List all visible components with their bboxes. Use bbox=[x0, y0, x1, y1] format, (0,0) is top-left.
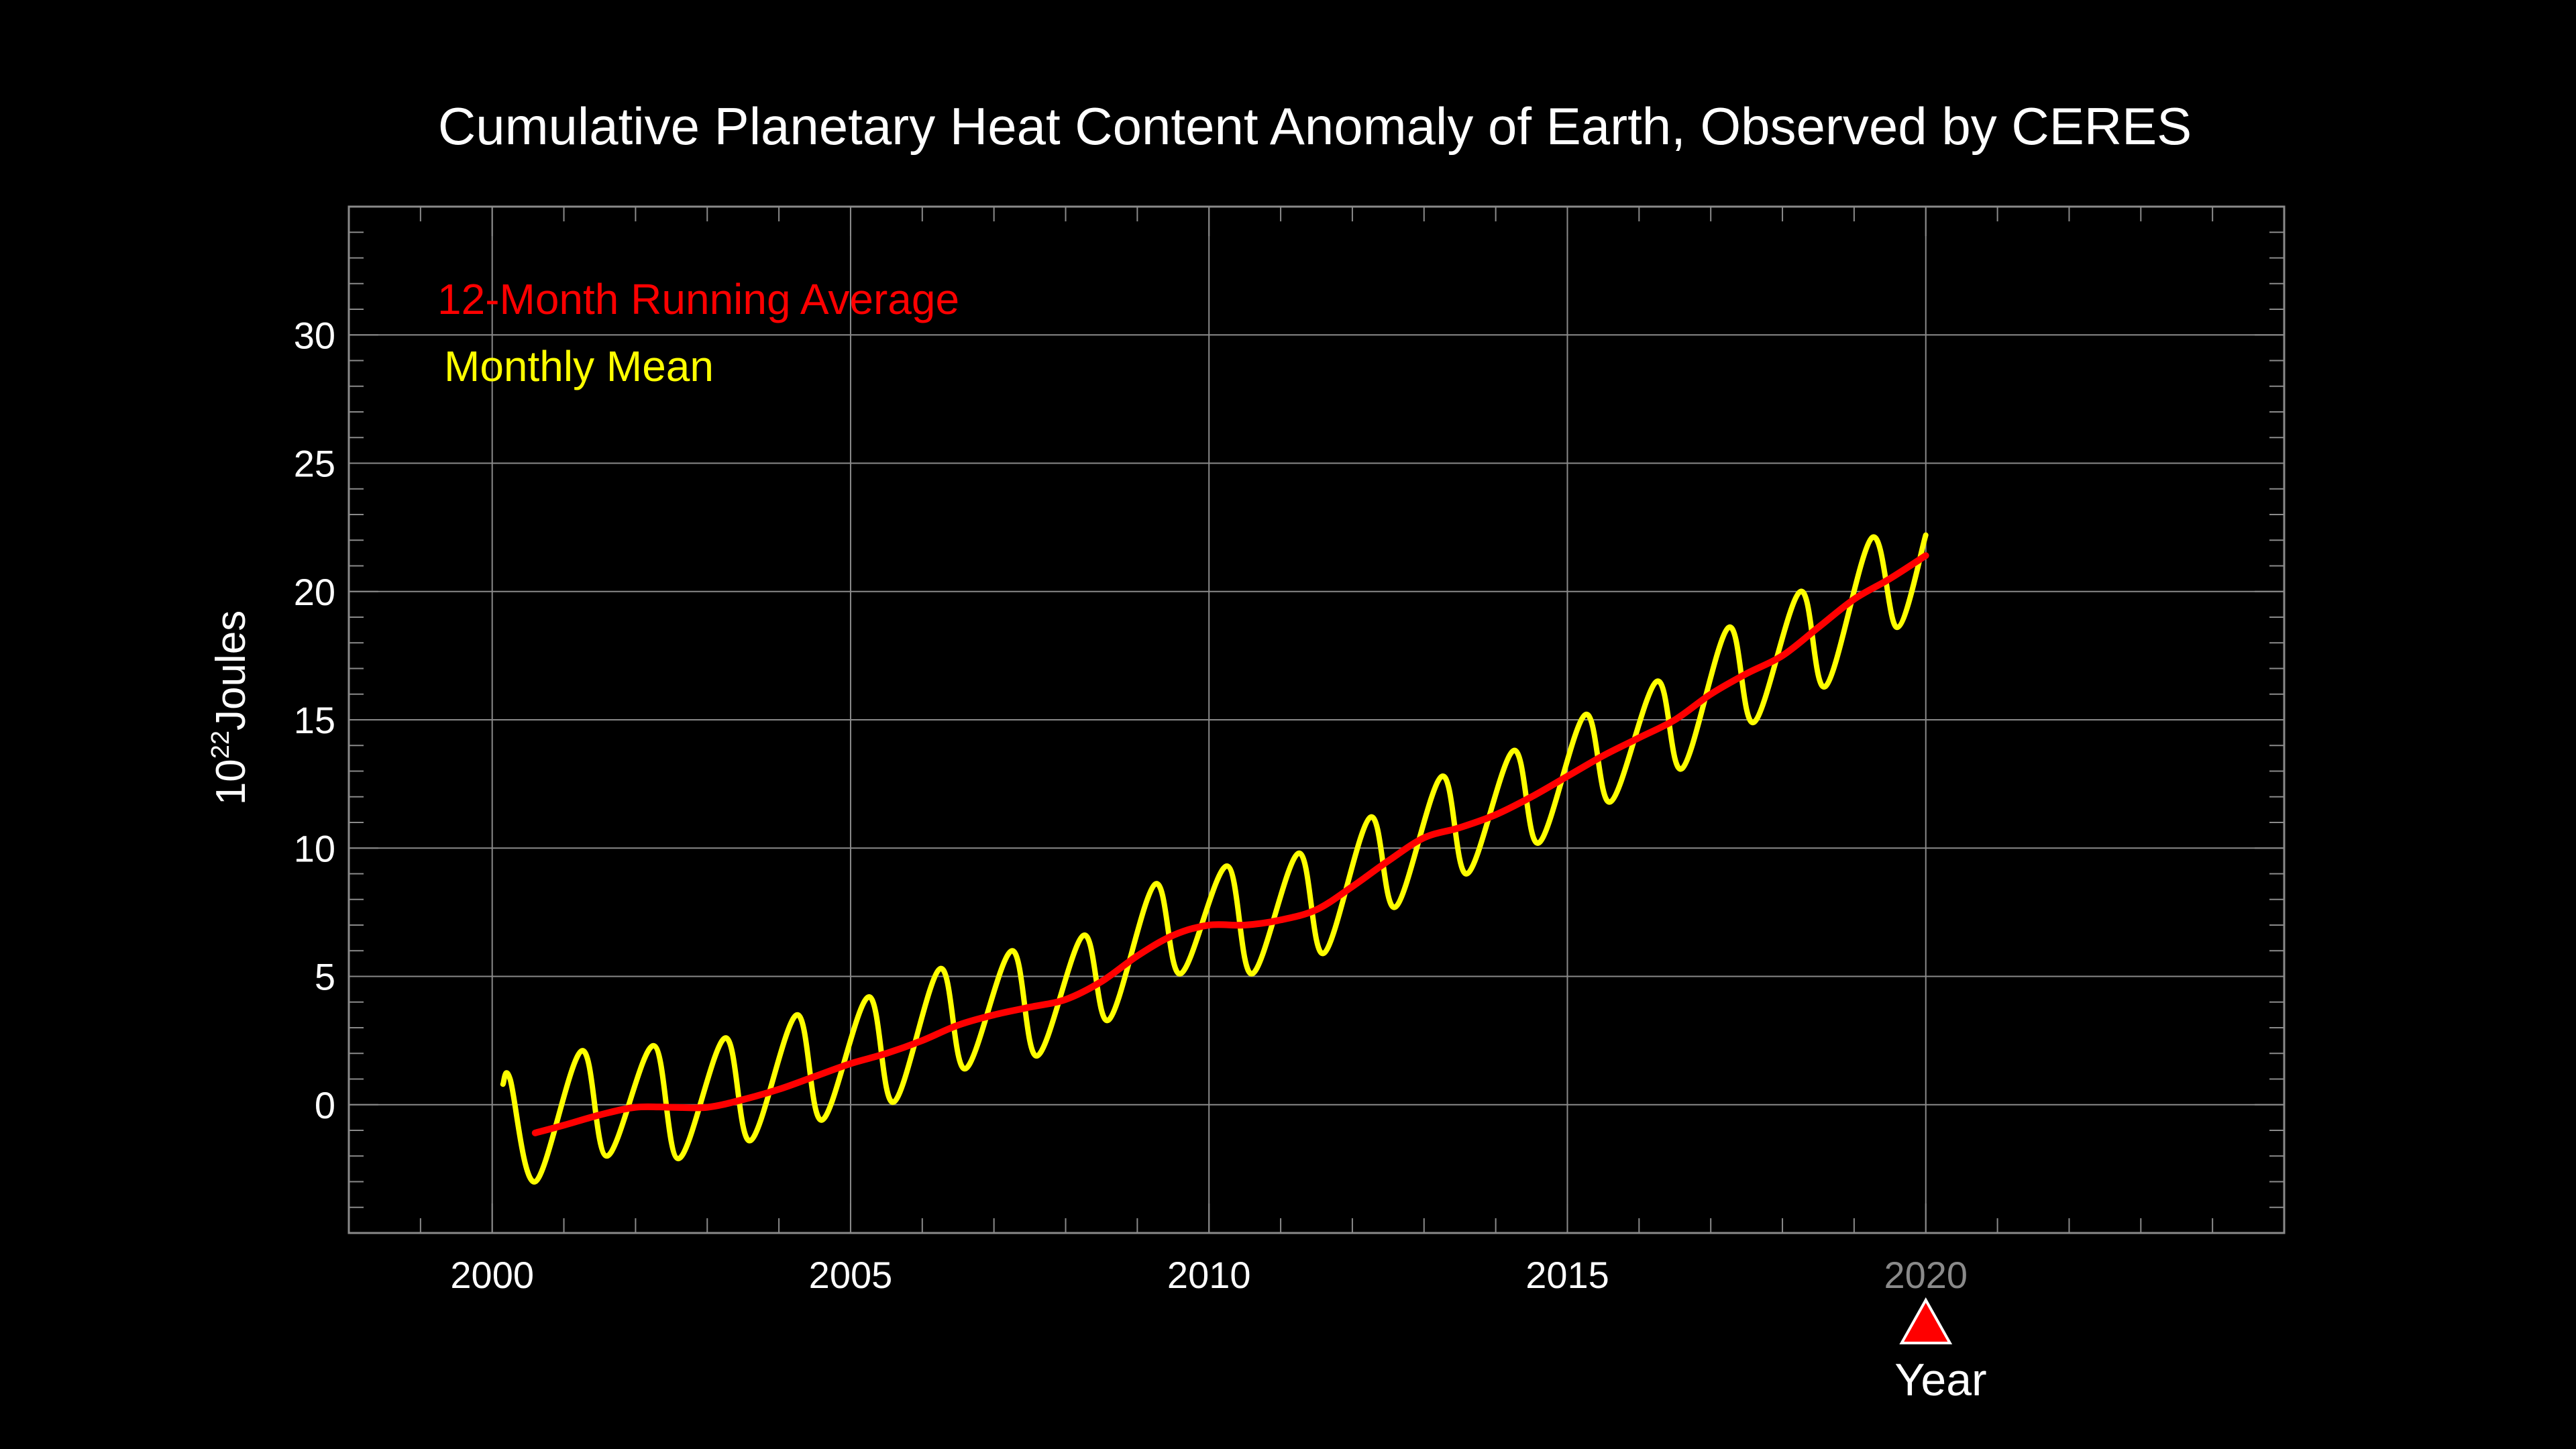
y-tick-label: 5 bbox=[315, 956, 335, 998]
legend-running-average: 12-Month Running Average bbox=[437, 275, 959, 323]
x-tick-label: 2000 bbox=[450, 1254, 534, 1296]
y-tick-label: 10 bbox=[294, 827, 335, 869]
y-tick-label: 15 bbox=[294, 699, 335, 741]
x-axis-label: Year bbox=[1894, 1354, 1986, 1405]
x-tick-label: 2010 bbox=[1167, 1254, 1251, 1296]
y-tick-label: 30 bbox=[294, 314, 335, 356]
y-tick-label: 20 bbox=[294, 571, 335, 613]
chart-title: Cumulative Planetary Heat Content Anomal… bbox=[438, 97, 2192, 156]
y-axis-label-exponent: 22 bbox=[207, 731, 235, 759]
y-tick-label: 0 bbox=[315, 1084, 335, 1126]
x-tick-label: 2020 bbox=[1884, 1254, 1968, 1296]
x-tick-label: 2015 bbox=[1525, 1254, 1609, 1296]
legend-monthly-mean: Monthly Mean bbox=[444, 342, 714, 390]
y-axis-label: 1022Joules bbox=[207, 610, 254, 805]
series-line-running-average bbox=[531, 552, 1929, 1136]
series-lines bbox=[500, 532, 1929, 1185]
y-axis-label-base: 10 bbox=[208, 759, 254, 805]
y-tick-label: 25 bbox=[294, 443, 335, 485]
x-tick-labels: 2000 2005 2010 2015 2020 bbox=[450, 1254, 1968, 1296]
series-line-monthly-mean bbox=[500, 532, 1929, 1185]
y-axis-label-unit: Joules bbox=[208, 610, 254, 731]
current-year-marker-triangle bbox=[1899, 1297, 1953, 1344]
x-tick-label: 2005 bbox=[809, 1254, 893, 1296]
y-tick-labels: 0 5 10 15 20 25 30 bbox=[294, 314, 335, 1126]
plot-frame bbox=[347, 205, 2286, 1234]
